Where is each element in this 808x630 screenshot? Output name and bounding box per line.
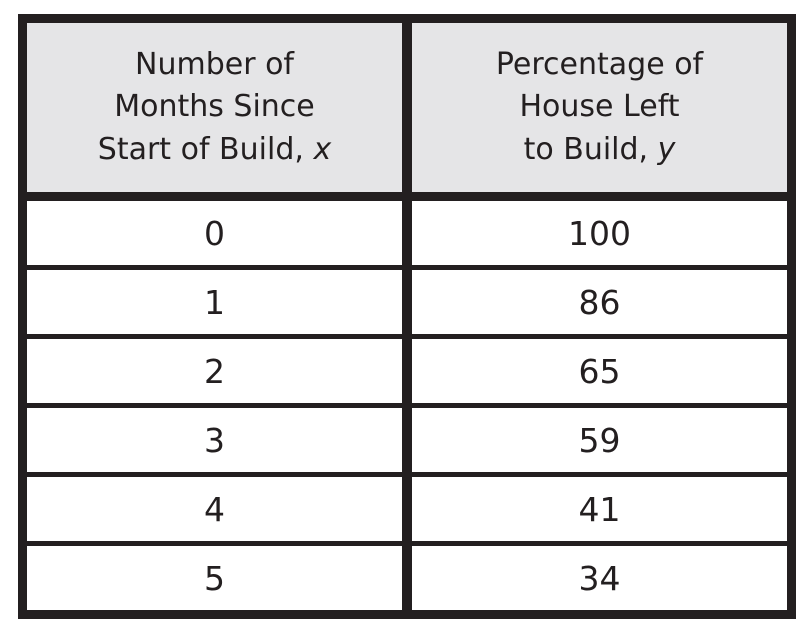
- header-row: Number of Months Since Start of Build, x…: [27, 23, 787, 201]
- column-header-months: Number of Months Since Start of Build, x: [27, 23, 412, 201]
- cell-months: 1: [27, 265, 412, 337]
- cell-months: 2: [27, 334, 412, 406]
- cell-percentage: 65: [407, 334, 787, 406]
- table-header: Number of Months Since Start of Build, x…: [27, 23, 787, 201]
- cell-percentage: 41: [407, 472, 787, 544]
- header-months-variable: x: [313, 131, 332, 167]
- header-percentage-line1: Percentage of: [495, 46, 704, 82]
- header-percentage-line2: House Left: [519, 89, 680, 125]
- cell-percentage: 34: [407, 541, 787, 610]
- header-months-line3: Start of Build,: [97, 131, 314, 167]
- data-table: Number of Months Since Start of Build, x…: [27, 23, 787, 610]
- cell-percentage: 86: [407, 265, 787, 337]
- table-body: 0 100 1 86 2 65 3 59 4 41 5 34: [27, 194, 787, 610]
- header-percentage-variable: y: [657, 131, 676, 167]
- cell-months: 3: [27, 403, 412, 475]
- table-row: 4 41: [27, 472, 787, 544]
- column-header-percentage: Percentage of House Left to Build, y: [407, 23, 787, 201]
- header-months-line2: Months Since: [114, 89, 315, 125]
- cell-percentage: 100: [407, 194, 787, 268]
- cell-months: 5: [27, 541, 412, 610]
- cell-months: 4: [27, 472, 412, 544]
- header-percentage-line3: to Build,: [523, 131, 658, 167]
- data-table-container: Number of Months Since Start of Build, x…: [18, 14, 796, 619]
- cell-percentage: 59: [407, 403, 787, 475]
- table-row: 0 100: [27, 194, 787, 268]
- table-row: 2 65: [27, 334, 787, 406]
- table-row: 5 34: [27, 541, 787, 610]
- table-row: 3 59: [27, 403, 787, 475]
- table-row: 1 86: [27, 265, 787, 337]
- cell-months: 0: [27, 194, 412, 268]
- header-months-line1: Number of: [135, 46, 294, 82]
